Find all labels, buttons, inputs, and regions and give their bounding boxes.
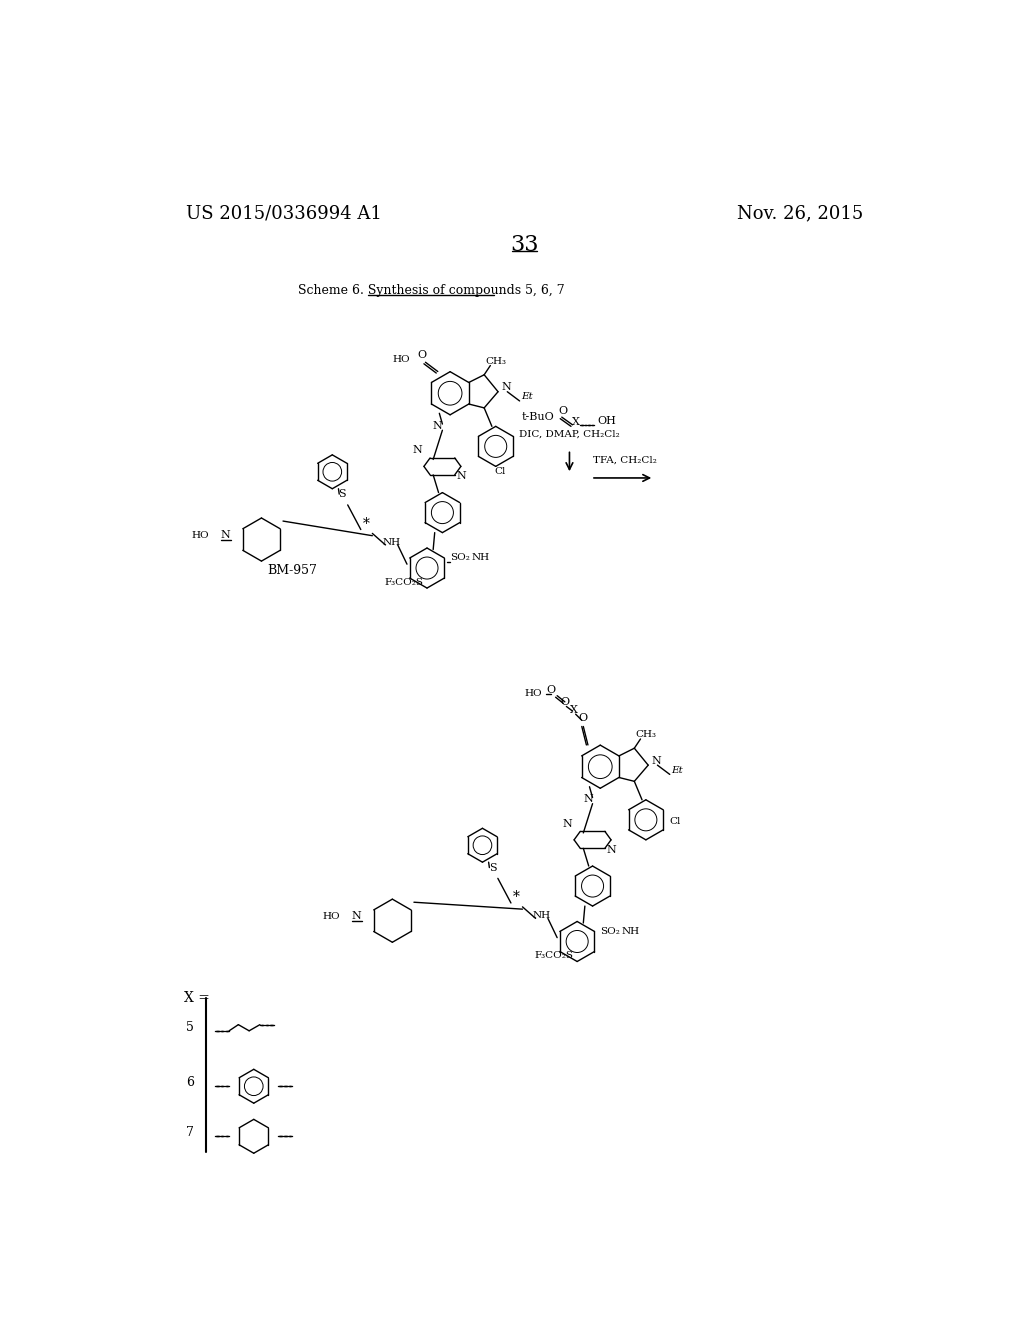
Text: NH: NH [472, 553, 489, 562]
Text: SO₂: SO₂ [600, 927, 621, 936]
Text: HO: HO [323, 912, 340, 921]
Text: NH: NH [622, 927, 640, 936]
Text: 33: 33 [511, 234, 539, 256]
Text: N: N [433, 421, 442, 430]
Text: NH: NH [532, 911, 551, 920]
Text: X: X [571, 417, 580, 426]
Text: N: N [583, 795, 593, 804]
Text: N: N [501, 383, 511, 392]
Text: N: N [221, 531, 230, 540]
Text: Et: Et [672, 766, 683, 775]
Text: S: S [488, 863, 497, 873]
Text: N: N [651, 755, 662, 766]
Text: Et: Et [521, 392, 532, 401]
Text: O: O [418, 350, 427, 359]
Text: *: * [513, 891, 520, 904]
Text: N: N [352, 911, 361, 921]
Text: CH₃: CH₃ [636, 730, 656, 739]
Text: X =: X = [184, 990, 210, 1005]
Text: X: X [570, 705, 578, 714]
Text: OH: OH [597, 416, 616, 426]
Text: N: N [606, 845, 616, 855]
Text: N: N [563, 818, 572, 829]
Text: HO: HO [392, 355, 410, 364]
Text: Nov. 26, 2015: Nov. 26, 2015 [737, 205, 863, 223]
Text: Cl: Cl [494, 467, 505, 477]
Text: HO: HO [524, 689, 542, 698]
Text: O: O [560, 697, 569, 708]
Text: DIC, DMAP, CH₂Cl₂: DIC, DMAP, CH₂Cl₂ [519, 430, 620, 440]
Text: CH₃: CH₃ [485, 356, 507, 366]
Text: O: O [579, 713, 588, 723]
Text: Cl: Cl [669, 817, 680, 826]
Text: NH: NH [383, 539, 400, 546]
Text: 5: 5 [185, 1020, 194, 1034]
Text: SO₂: SO₂ [451, 553, 470, 562]
Text: O: O [559, 407, 568, 416]
Text: Scheme 6. Synthesis of compounds 5, 6, 7: Scheme 6. Synthesis of compounds 5, 6, 7 [298, 284, 564, 297]
Text: HO: HO [191, 531, 209, 540]
Text: *: * [362, 517, 370, 531]
Text: US 2015/0336994 A1: US 2015/0336994 A1 [186, 205, 382, 223]
Text: BM-957: BM-957 [267, 564, 317, 577]
Text: F₃CO₂S: F₃CO₂S [385, 578, 424, 587]
Text: S: S [339, 490, 346, 499]
Text: 7: 7 [185, 1126, 194, 1139]
Text: TFA, CH₂Cl₂: TFA, CH₂Cl₂ [593, 455, 656, 465]
Text: N: N [457, 471, 466, 482]
Text: O: O [547, 685, 556, 694]
Text: F₃CO₂S: F₃CO₂S [535, 952, 573, 961]
Text: 6: 6 [185, 1076, 194, 1089]
Text: N: N [413, 445, 422, 455]
Text: t-BuO: t-BuO [521, 412, 554, 422]
